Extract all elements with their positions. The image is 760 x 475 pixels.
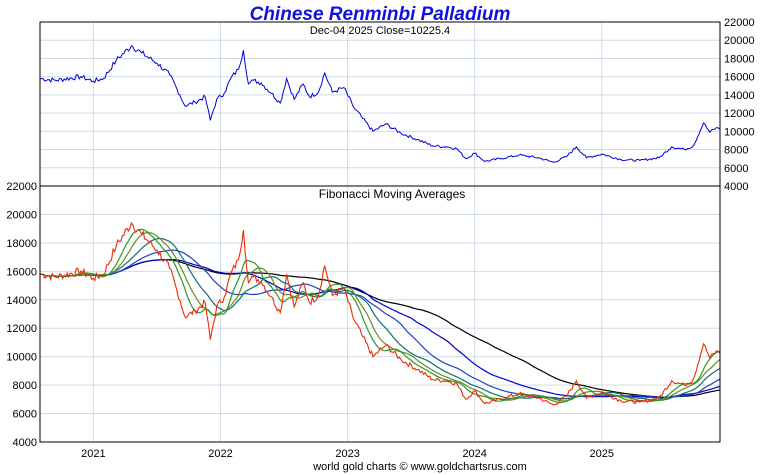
x-axis: 2021 2022 2023 2024 2025 bbox=[81, 448, 614, 460]
bottom-y-tick-label: 22000 bbox=[6, 181, 37, 193]
x-tick-label: 2021 bbox=[81, 448, 105, 460]
chart-subtitle: Dec-04 2025 Close=10225.4 bbox=[310, 25, 450, 37]
bottom-y-tick-label: 8000 bbox=[13, 380, 37, 392]
top-panel-grid bbox=[40, 21, 720, 187]
top-y-tick-label: 20000 bbox=[724, 35, 755, 47]
bottom-y-tick-label: 16000 bbox=[6, 266, 37, 278]
bottom-panel-series bbox=[39, 221, 721, 406]
bottom-y-tick-label: 4000 bbox=[13, 437, 37, 449]
x-tick-label: 2025 bbox=[590, 448, 614, 460]
bottom-y-axis: 22000 20000 18000 16000 14000 12000 10000 8000 6… bbox=[6, 181, 37, 449]
bottom-y-tick-label: 14000 bbox=[6, 295, 37, 307]
top-y-tick-label: 10000 bbox=[724, 126, 755, 138]
bottom-panel-grid bbox=[40, 185, 720, 443]
top-y-tick-label: 4000 bbox=[724, 181, 748, 193]
top-y-tick-label: 6000 bbox=[724, 163, 748, 175]
moving-average-line bbox=[39, 259, 721, 399]
moving-average-line bbox=[39, 228, 721, 404]
moving-average-line bbox=[39, 249, 721, 400]
x-tick-label: 2023 bbox=[335, 448, 359, 460]
x-tick-label: 2024 bbox=[462, 448, 486, 460]
top-y-tick-label: 12000 bbox=[724, 108, 755, 120]
price-line bbox=[39, 44, 721, 163]
bottom-panel-title: Fibonacci Moving Averages bbox=[319, 187, 466, 201]
top-y-tick-label: 16000 bbox=[724, 72, 755, 84]
bottom-y-tick-label: 18000 bbox=[6, 238, 37, 250]
bottom-y-tick-label: 6000 bbox=[13, 409, 37, 421]
top-panel-series bbox=[39, 44, 721, 163]
top-y-tick-label: 22000 bbox=[724, 17, 755, 29]
bottom-y-tick-label: 12000 bbox=[6, 323, 37, 335]
moving-average-line bbox=[39, 232, 721, 402]
top-y-tick-label: 14000 bbox=[724, 90, 755, 102]
x-tick-label: 2022 bbox=[208, 448, 232, 460]
price-line-lower bbox=[39, 221, 721, 406]
top-y-tick-label: 18000 bbox=[724, 53, 755, 65]
bottom-y-tick-label: 10000 bbox=[6, 352, 37, 364]
bottom-y-tick-label: 20000 bbox=[6, 209, 37, 221]
top-panel-frame bbox=[39, 21, 721, 187]
top-y-axis: 22000 20000 18000 16000 14000 12000 10000 8000 6… bbox=[724, 17, 755, 193]
chart-footer: world gold charts © www.goldchartsrus.co… bbox=[312, 461, 527, 473]
bottom-panel-frame bbox=[39, 185, 721, 443]
chart-title: Chinese Renminbi Palladium bbox=[250, 4, 511, 25]
top-y-tick-label: 8000 bbox=[724, 145, 748, 157]
